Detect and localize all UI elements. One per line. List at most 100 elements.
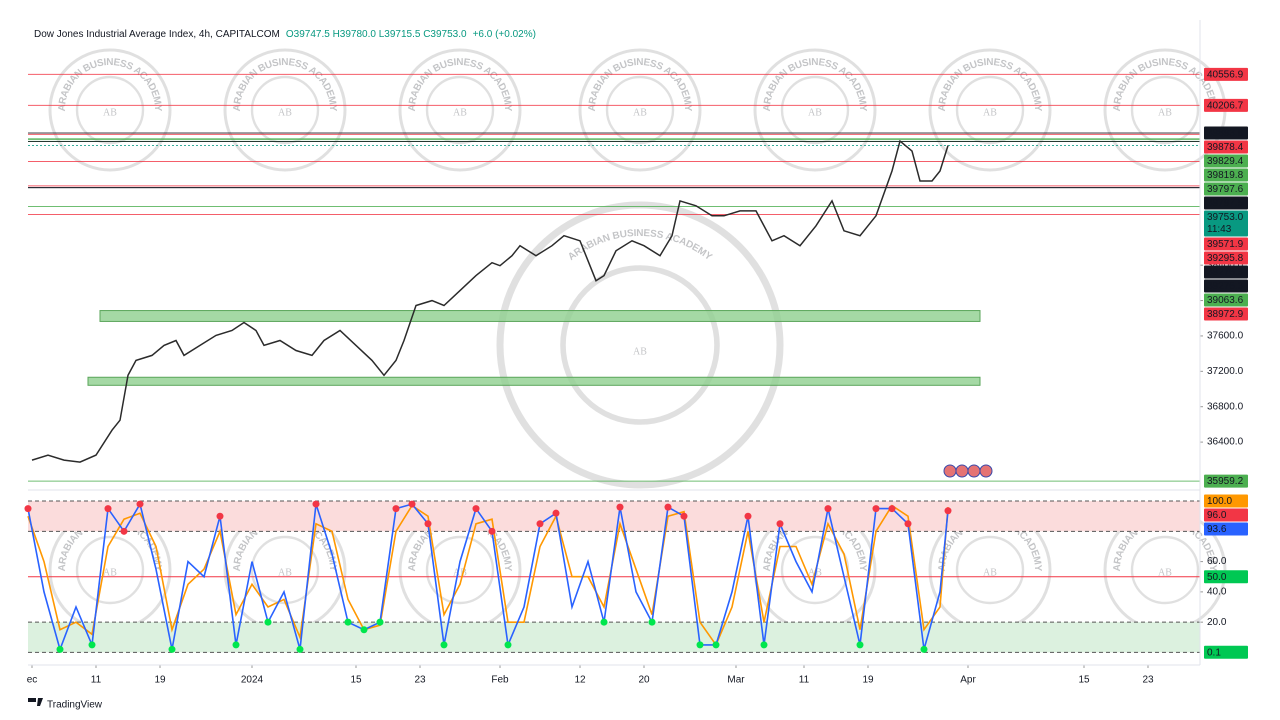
watermark-logo: AB: [1158, 567, 1172, 578]
x-tick-label: 15: [1078, 675, 1090, 686]
signal-dot: [56, 645, 64, 653]
watermark-ring: [928, 48, 1052, 172]
x-tick-label: Feb: [491, 675, 509, 686]
signal-dot: [712, 641, 720, 649]
price-line: [31, 139, 949, 463]
signal-dot: [872, 505, 880, 513]
watermark-ring: [75, 535, 145, 605]
x-tick-label: 23: [1142, 675, 1154, 686]
signal-dot: [440, 641, 448, 649]
flags: [943, 464, 993, 478]
signal-dot: [504, 641, 512, 649]
watermark-ring: [1130, 535, 1200, 605]
price-label-text: 39276.3: [1207, 267, 1244, 278]
signal-dot: [312, 500, 320, 508]
countdown: 11:43: [1207, 224, 1232, 235]
price-label: [1204, 98, 1248, 112]
chart-title: Dow Jones Industrial Average Index, 4h, …: [34, 29, 280, 40]
price-label-text: 96.0: [1207, 510, 1227, 521]
watermark-ring: [75, 75, 145, 145]
price-label-text: 39829.4: [1207, 156, 1244, 167]
price-label: [1204, 494, 1248, 508]
watermark-logo: AB: [103, 567, 117, 578]
signal-dot: [552, 509, 560, 517]
price-label: [1204, 508, 1248, 522]
ohlc: O39747.5 H39780.0 L39715.5 C39753.0: [286, 29, 467, 40]
watermark-logo: AB: [983, 567, 997, 578]
price-label: [1204, 210, 1248, 237]
watermark-ring: [560, 265, 720, 425]
watermark-ring: [955, 535, 1025, 605]
y-tick-label: 36800.0: [1207, 401, 1244, 412]
watermark-logo: AB: [278, 567, 292, 578]
signal-dot: [664, 503, 672, 511]
price-label: [1204, 293, 1248, 307]
signal-dot: [424, 520, 432, 528]
price-label: [1204, 522, 1248, 536]
signal-dot: [776, 520, 784, 528]
x-tick-label: 20: [638, 675, 650, 686]
price-label: [1204, 196, 1248, 210]
signal-dot: [408, 500, 416, 508]
price-label-text: 50.0: [1207, 572, 1227, 583]
signal-dot: [264, 618, 272, 626]
price-label: [1204, 237, 1248, 251]
signal-dot: [648, 618, 656, 626]
signal-dot: [136, 500, 144, 508]
price-label-text: 0.1: [1207, 647, 1221, 658]
price-label: [1204, 67, 1248, 81]
signal-dot: [856, 641, 864, 649]
price-label-text: 39276.3: [1207, 281, 1244, 292]
x-tick-label: 19: [154, 675, 166, 686]
x-tick-label: Mar: [727, 675, 745, 686]
x-tick-label: ec: [27, 675, 38, 686]
brand-logo: [28, 698, 43, 706]
price-label: [1204, 126, 1248, 140]
watermark-ring: [425, 75, 495, 145]
y-tick-label: 38400.0: [1207, 260, 1244, 271]
signal-dot: [88, 641, 96, 649]
x-tick-label: 11: [799, 675, 810, 686]
zone: [99, 310, 981, 322]
price-label-text: 39878.4: [1207, 142, 1244, 153]
watermark-logo: AB: [453, 567, 467, 578]
price-label-text: 39819.8: [1207, 170, 1244, 181]
watermark-logo: AB: [633, 107, 647, 118]
signal-dot: [376, 618, 384, 626]
price-label-text: 40206.7: [1207, 100, 1244, 111]
price-label-text: 100.0: [1207, 496, 1232, 507]
watermark-ring: [48, 48, 172, 172]
price-label-text: 39295.8: [1207, 253, 1244, 264]
watermark-ring: [250, 75, 320, 145]
price-label-text: 38972.9: [1207, 309, 1244, 320]
watermark-ring: [1130, 75, 1200, 145]
signal-dot: [824, 505, 832, 513]
watermark-ring: [605, 75, 675, 145]
signal-dot: [760, 641, 768, 649]
watermark-logo: AB: [1158, 107, 1172, 118]
price-label-text: 93.6: [1207, 524, 1227, 535]
price-label-text: 39797.6: [1207, 184, 1244, 195]
price-label: [1204, 182, 1248, 196]
watermark-ring: [496, 201, 784, 489]
y-tick-label: 36400.0: [1207, 437, 1244, 448]
signal-dot: [600, 618, 608, 626]
watermark-ring: [578, 48, 702, 172]
price-label: [1204, 168, 1248, 182]
signal-dot: [680, 512, 688, 520]
x-tick-label: 15: [350, 675, 362, 686]
price-label: [1204, 140, 1248, 154]
x-tick-label: 11: [91, 675, 102, 686]
signal-dot: [168, 645, 176, 653]
price-label: [1204, 474, 1248, 488]
watermark-logo: AB: [453, 107, 467, 118]
signal-dot: [104, 505, 112, 513]
signal-dot: [488, 527, 496, 535]
y-tick-label: 20.0: [1207, 617, 1227, 628]
signal-dot: [232, 641, 240, 649]
y-tick-label: 37600.0: [1207, 331, 1244, 342]
watermark-logo: AB: [278, 107, 292, 118]
watermark-ring: [955, 75, 1025, 145]
signal-dot: [744, 512, 752, 520]
price-label-text: 35959.2: [1207, 476, 1244, 487]
